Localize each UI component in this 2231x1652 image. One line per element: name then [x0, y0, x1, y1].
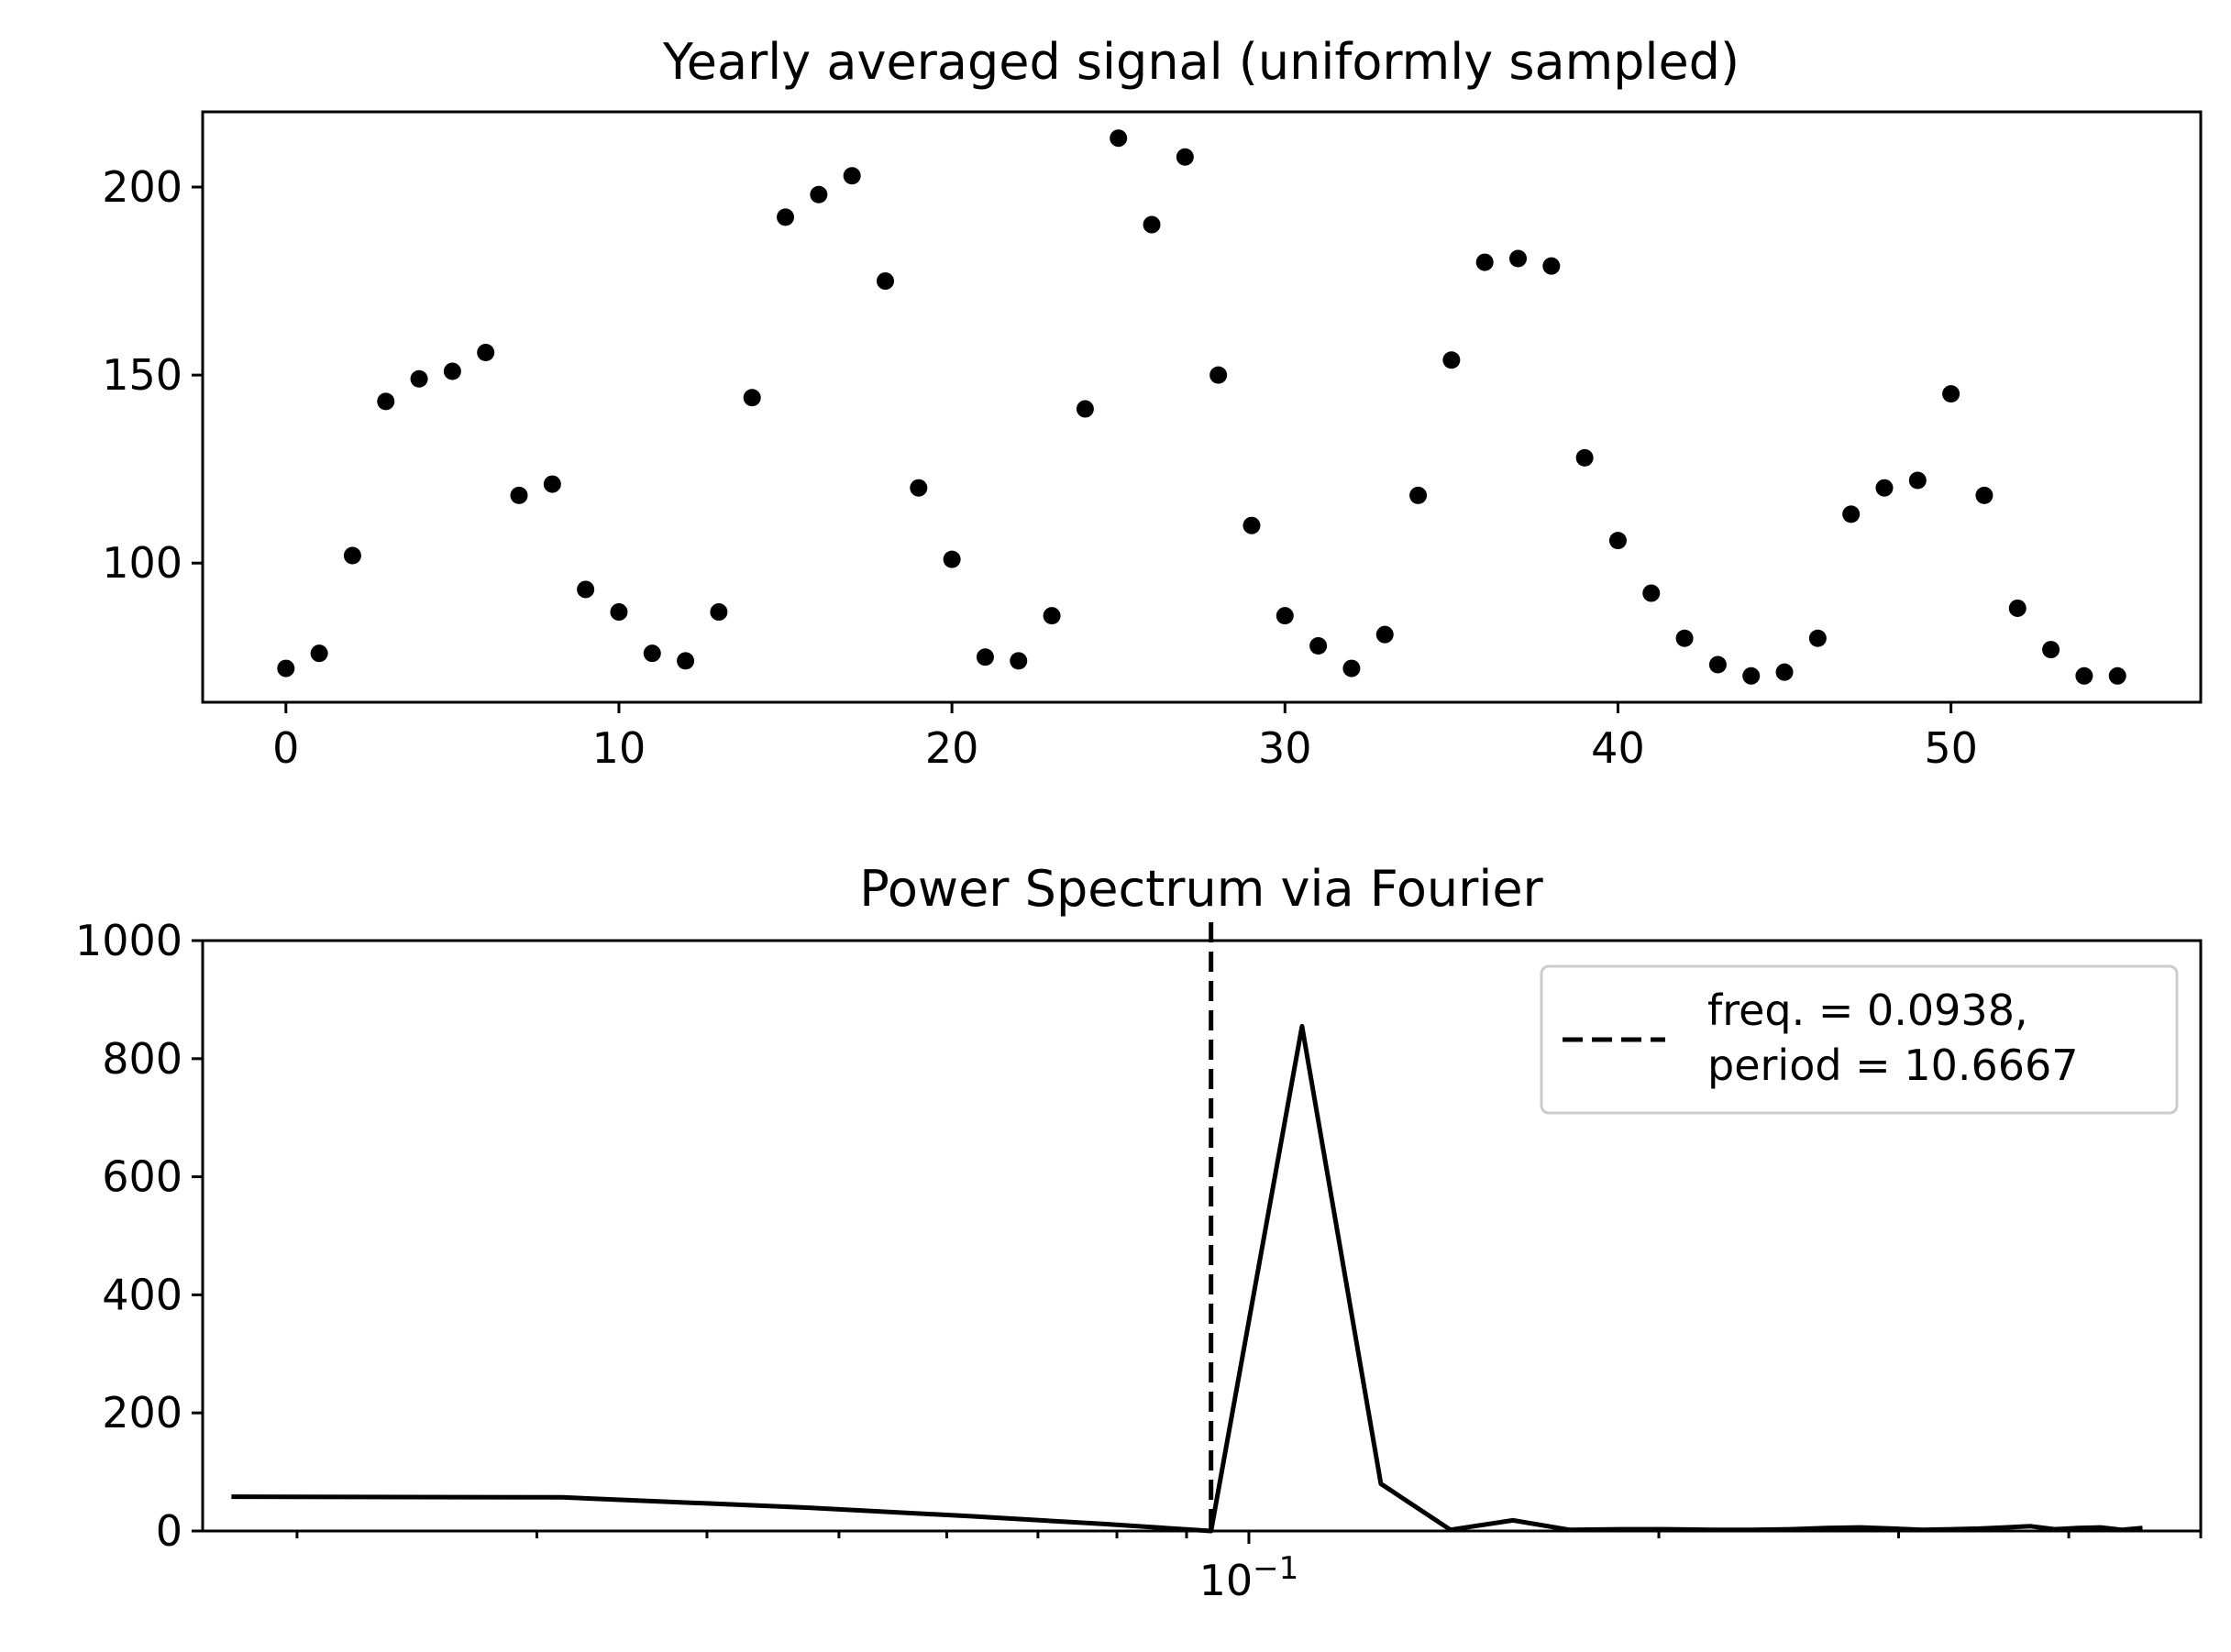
scatter-axis-ticks: 0 10 20 30 40 50 100 150 200 — [102, 162, 1978, 773]
data-point — [310, 644, 328, 663]
spectrum-panel: Power Spectrum via Fourier 0 200 400 600 800… — [75, 860, 2203, 1605]
y-tick-label: 200 — [102, 162, 182, 212]
data-point — [2075, 666, 2093, 685]
data-point — [1276, 607, 1294, 625]
data-point — [1842, 505, 1861, 523]
data-point — [810, 185, 828, 204]
data-point — [1775, 663, 1794, 681]
data-point — [2042, 641, 2060, 659]
data-point — [1808, 629, 1827, 647]
spectrum-axis-ticks: 0 200 400 600 800 1000 10−1 — [75, 916, 2203, 1605]
x-tick-label: 10 — [592, 723, 646, 773]
spectrum-plot-frame — [201, 939, 2203, 1533]
data-point — [1409, 486, 1428, 504]
data-point — [1542, 257, 1561, 275]
data-point — [1642, 584, 1661, 602]
data-point — [643, 644, 661, 663]
data-point — [1475, 253, 1494, 271]
scatter-panel: Yearly averaged signal (uniformly sample… — [102, 33, 2203, 773]
data-point — [976, 648, 994, 666]
data-point — [710, 603, 728, 622]
data-point — [910, 479, 928, 497]
data-point — [1509, 249, 1528, 268]
data-point — [777, 208, 795, 226]
y-tick-label: 800 — [102, 1034, 182, 1084]
data-point — [2108, 666, 2126, 685]
data-point — [377, 392, 395, 411]
scatter-plot-frame — [201, 110, 2203, 704]
legend-box — [1540, 964, 2179, 1115]
data-point — [510, 486, 528, 504]
x-tick-label: 30 — [1258, 723, 1312, 773]
legend-label-line1: freq. = 0.0938, — [1707, 986, 2028, 1035]
data-point — [1309, 636, 1328, 655]
y-tick-label: 150 — [102, 350, 182, 400]
spectrum-title: Power Spectrum via Fourier — [859, 860, 1543, 918]
data-point — [1975, 486, 1994, 504]
data-point — [1010, 652, 1028, 670]
data-point — [1176, 148, 1194, 166]
scatter-points — [277, 129, 2126, 685]
data-point — [1143, 215, 1161, 234]
data-point — [410, 369, 428, 388]
x-tick-label: 20 — [925, 723, 979, 773]
data-point — [1209, 366, 1228, 384]
data-point — [1675, 629, 1694, 647]
y-tick-label: 0 — [156, 1506, 182, 1556]
data-point — [1708, 655, 1727, 674]
data-point — [2008, 599, 2027, 617]
data-point — [1442, 351, 1461, 369]
data-point — [1342, 659, 1361, 677]
data-point — [343, 546, 361, 565]
data-point — [1942, 385, 1960, 403]
data-point — [1043, 607, 1061, 625]
data-point — [443, 362, 461, 380]
y-tick-label: 100 — [102, 538, 182, 588]
data-point — [543, 475, 561, 493]
y-tick-label: 400 — [102, 1270, 182, 1319]
data-point — [1608, 532, 1627, 550]
data-point — [1110, 129, 1128, 148]
legend-label-line2: period = 10.6667 — [1707, 1041, 2079, 1090]
x-tick-label: 0 — [272, 723, 299, 773]
scatter-title: Yearly averaged signal (uniformly sample… — [662, 33, 1740, 91]
x-tick-label: 10−1 — [1199, 1550, 1299, 1605]
data-point — [1375, 625, 1394, 644]
data-point — [1875, 479, 1894, 497]
x-tick-label: 40 — [1591, 723, 1645, 773]
x-tick-label: 50 — [1924, 723, 1978, 773]
data-point — [943, 550, 961, 568]
data-point — [743, 389, 761, 407]
data-point — [577, 580, 595, 599]
y-tick-label: 200 — [102, 1388, 182, 1437]
data-point — [1243, 516, 1261, 534]
data-point — [1076, 400, 1094, 418]
y-tick-label: 1000 — [75, 916, 182, 965]
data-point — [677, 652, 695, 670]
y-tick-label: 600 — [102, 1152, 182, 1202]
data-point — [610, 603, 628, 622]
spectrum-legend: freq. = 0.0938, period = 10.6667 — [1540, 964, 2179, 1115]
data-point — [277, 659, 295, 677]
data-point — [843, 167, 861, 185]
data-point — [1575, 448, 1594, 467]
data-point — [477, 344, 495, 362]
data-point — [876, 272, 894, 291]
data-point — [1908, 471, 1927, 490]
data-point — [1742, 666, 1761, 685]
